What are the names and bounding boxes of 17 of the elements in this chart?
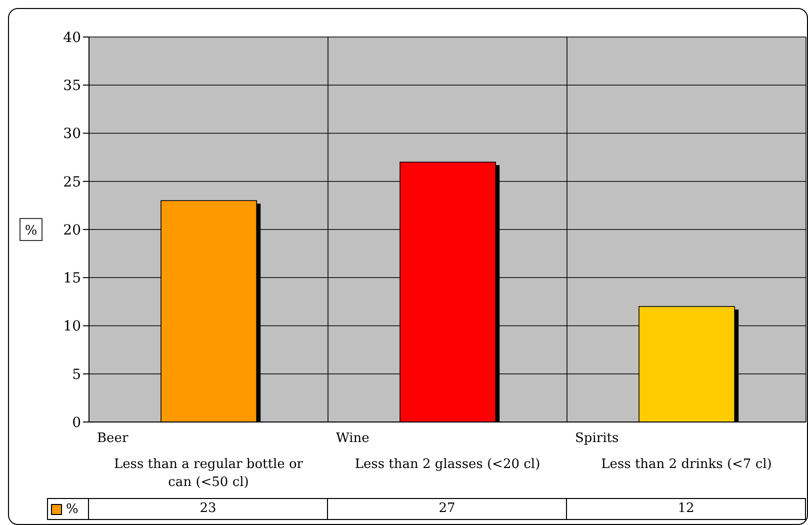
x-tick-label: Wine Less than 2 glasses (<20 cl): [336, 431, 540, 472]
y-axis-title: %: [24, 224, 38, 238]
y-tick-label: 40: [63, 30, 81, 46]
y-tick-label: 20: [63, 222, 81, 238]
y-tick-label: 5: [72, 366, 81, 383]
y-tick-label: 35: [63, 78, 81, 94]
y-tick-label: 25: [63, 174, 81, 190]
y-tick-label: 30: [63, 126, 81, 142]
y-tick-label: 15: [63, 270, 81, 287]
y-tick-label: 10: [63, 318, 81, 335]
x-tick-label: Spirits Less than 2 drinks (<7 cl): [575, 431, 772, 472]
data-label: 12: [567, 498, 806, 520]
x-tick-label: Beer Less than a regular bottle or can (<50 cl): [97, 431, 304, 490]
y-tick-label: 0: [72, 414, 81, 431]
data-label: 23: [89, 498, 328, 520]
data-label: 27: [328, 498, 567, 520]
legend-label: %: [66, 502, 78, 516]
